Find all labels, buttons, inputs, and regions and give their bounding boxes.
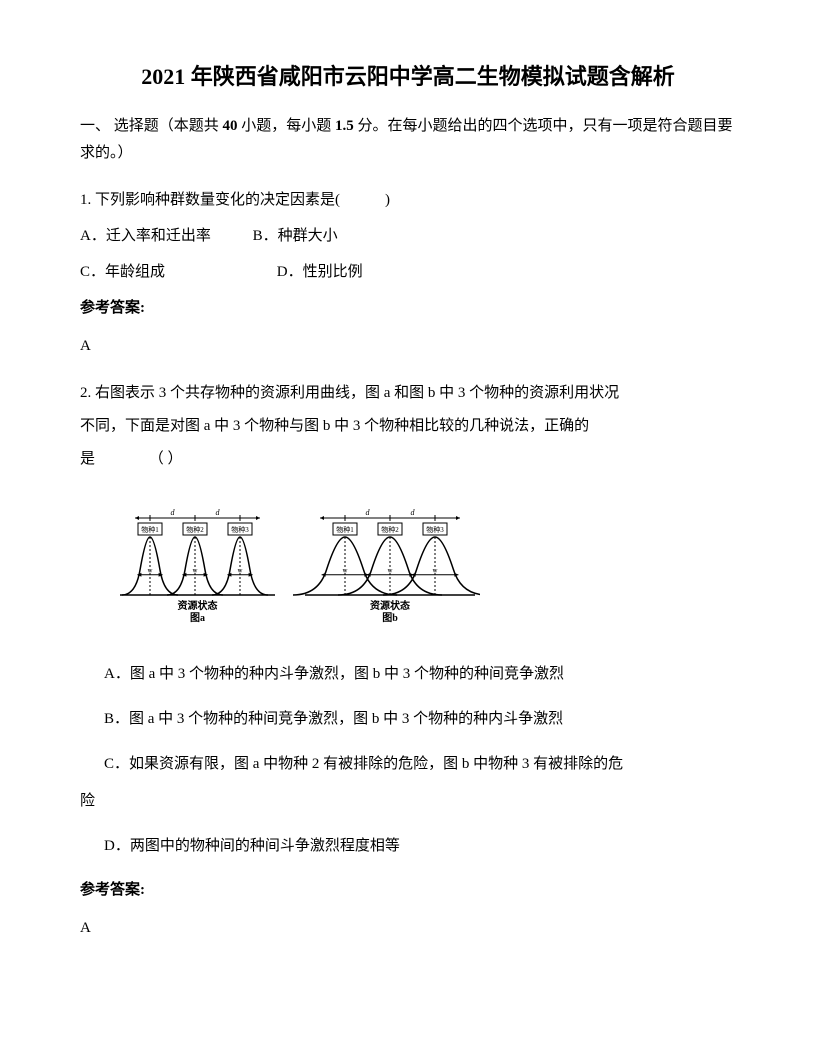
- chart-container: w物种1dw物种2dw物种3资源状态图aw物种1dw物种2dw物种3资源状态图b: [110, 500, 736, 630]
- section-header: 一、 选择题（本题共 40 小题，每小题 1.5 分。在每小题给出的四个选项中，…: [80, 113, 736, 167]
- q1-options-row2: C．年龄组成 D．性别比例: [80, 257, 736, 287]
- q2-opt-c1: C．如果资源有限，图 a 中物种 2 有被排除的危险，图 b 中物种 3 有被排…: [80, 748, 736, 781]
- svg-text:d: d: [171, 508, 176, 517]
- svg-text:w: w: [192, 567, 198, 575]
- q1-opt-d: D．性别比例: [277, 257, 363, 287]
- svg-text:w: w: [387, 567, 393, 575]
- q2-answer: A: [80, 913, 736, 943]
- q2-opt-b: B．图 a 中 3 个物种的种间竞争激烈，图 b 中 3 个物种的种内斗争激烈: [80, 703, 736, 736]
- section-mid1: 小题，每小题: [241, 118, 331, 134]
- svg-text:w: w: [432, 567, 438, 575]
- svg-text:资源状态: 资源状态: [178, 599, 218, 612]
- svg-text:物种3: 物种3: [231, 525, 249, 534]
- svg-text:d: d: [366, 508, 371, 517]
- svg-text:图a: 图a: [190, 612, 205, 624]
- resource-curves-chart: w物种1dw物种2dw物种3资源状态图aw物种1dw物种2dw物种3资源状态图b: [110, 500, 480, 630]
- q2-opt-c2: 险: [80, 785, 736, 818]
- q1-opt-a: A．迁入率和迁出率: [80, 221, 211, 251]
- svg-text:w: w: [342, 567, 348, 575]
- svg-text:物种2: 物种2: [381, 525, 399, 534]
- q2-options: A．图 a 中 3 个物种的种内斗争激烈，图 b 中 3 个物种的种间竞争激烈 …: [80, 658, 736, 863]
- svg-text:资源状态: 资源状态: [370, 599, 410, 612]
- svg-text:w: w: [237, 567, 243, 575]
- q1-opt-c: C．年龄组成: [80, 257, 165, 287]
- svg-text:d: d: [216, 508, 221, 517]
- svg-text:图b: 图b: [382, 612, 398, 624]
- q2-paren: （ ）: [149, 451, 183, 467]
- svg-text:w: w: [147, 567, 153, 575]
- q1-answer-label: 参考答案:: [80, 293, 736, 323]
- q2-line3: 是: [80, 451, 95, 467]
- q2-answer-label: 参考答案:: [80, 875, 736, 905]
- q2-opt-d: D．两图中的物种间的种间斗争激烈程度相等: [80, 830, 736, 863]
- q1-answer: A: [80, 331, 736, 361]
- q1-options-row1: A．迁入率和迁出率 B．种群大小: [80, 221, 736, 251]
- page-title: 2021 年陕西省咸阳市云阳中学高二生物模拟试题含解析: [80, 60, 736, 93]
- q2-line2: 不同，下面是对图 a 中 3 个物种与图 b 中 3 个物种相比较的几种说法，正…: [80, 418, 589, 434]
- q1-text: 1. 下列影响种群数量变化的决定因素是( ): [80, 185, 736, 215]
- q1-opt-b: B．种群大小: [253, 221, 338, 251]
- q2-opt-a: A．图 a 中 3 个物种的种内斗争激烈，图 b 中 3 个物种的种间竞争激烈: [80, 658, 736, 691]
- svg-text:物种1: 物种1: [141, 525, 159, 534]
- q2-line1: 2. 右图表示 3 个共存物种的资源利用曲线，图 a 和图 b 中 3 个物种的…: [80, 385, 619, 401]
- section-bold2: 1.5: [335, 118, 354, 134]
- svg-text:d: d: [411, 508, 416, 517]
- section-bold1: 40: [223, 118, 238, 134]
- svg-text:物种3: 物种3: [426, 525, 444, 534]
- section-prefix: 一、 选择题（本题共: [80, 118, 219, 134]
- svg-text:物种1: 物种1: [336, 525, 354, 534]
- q2-text: 2. 右图表示 3 个共存物种的资源利用曲线，图 a 和图 b 中 3 个物种的…: [80, 377, 736, 476]
- svg-text:物种2: 物种2: [186, 525, 204, 534]
